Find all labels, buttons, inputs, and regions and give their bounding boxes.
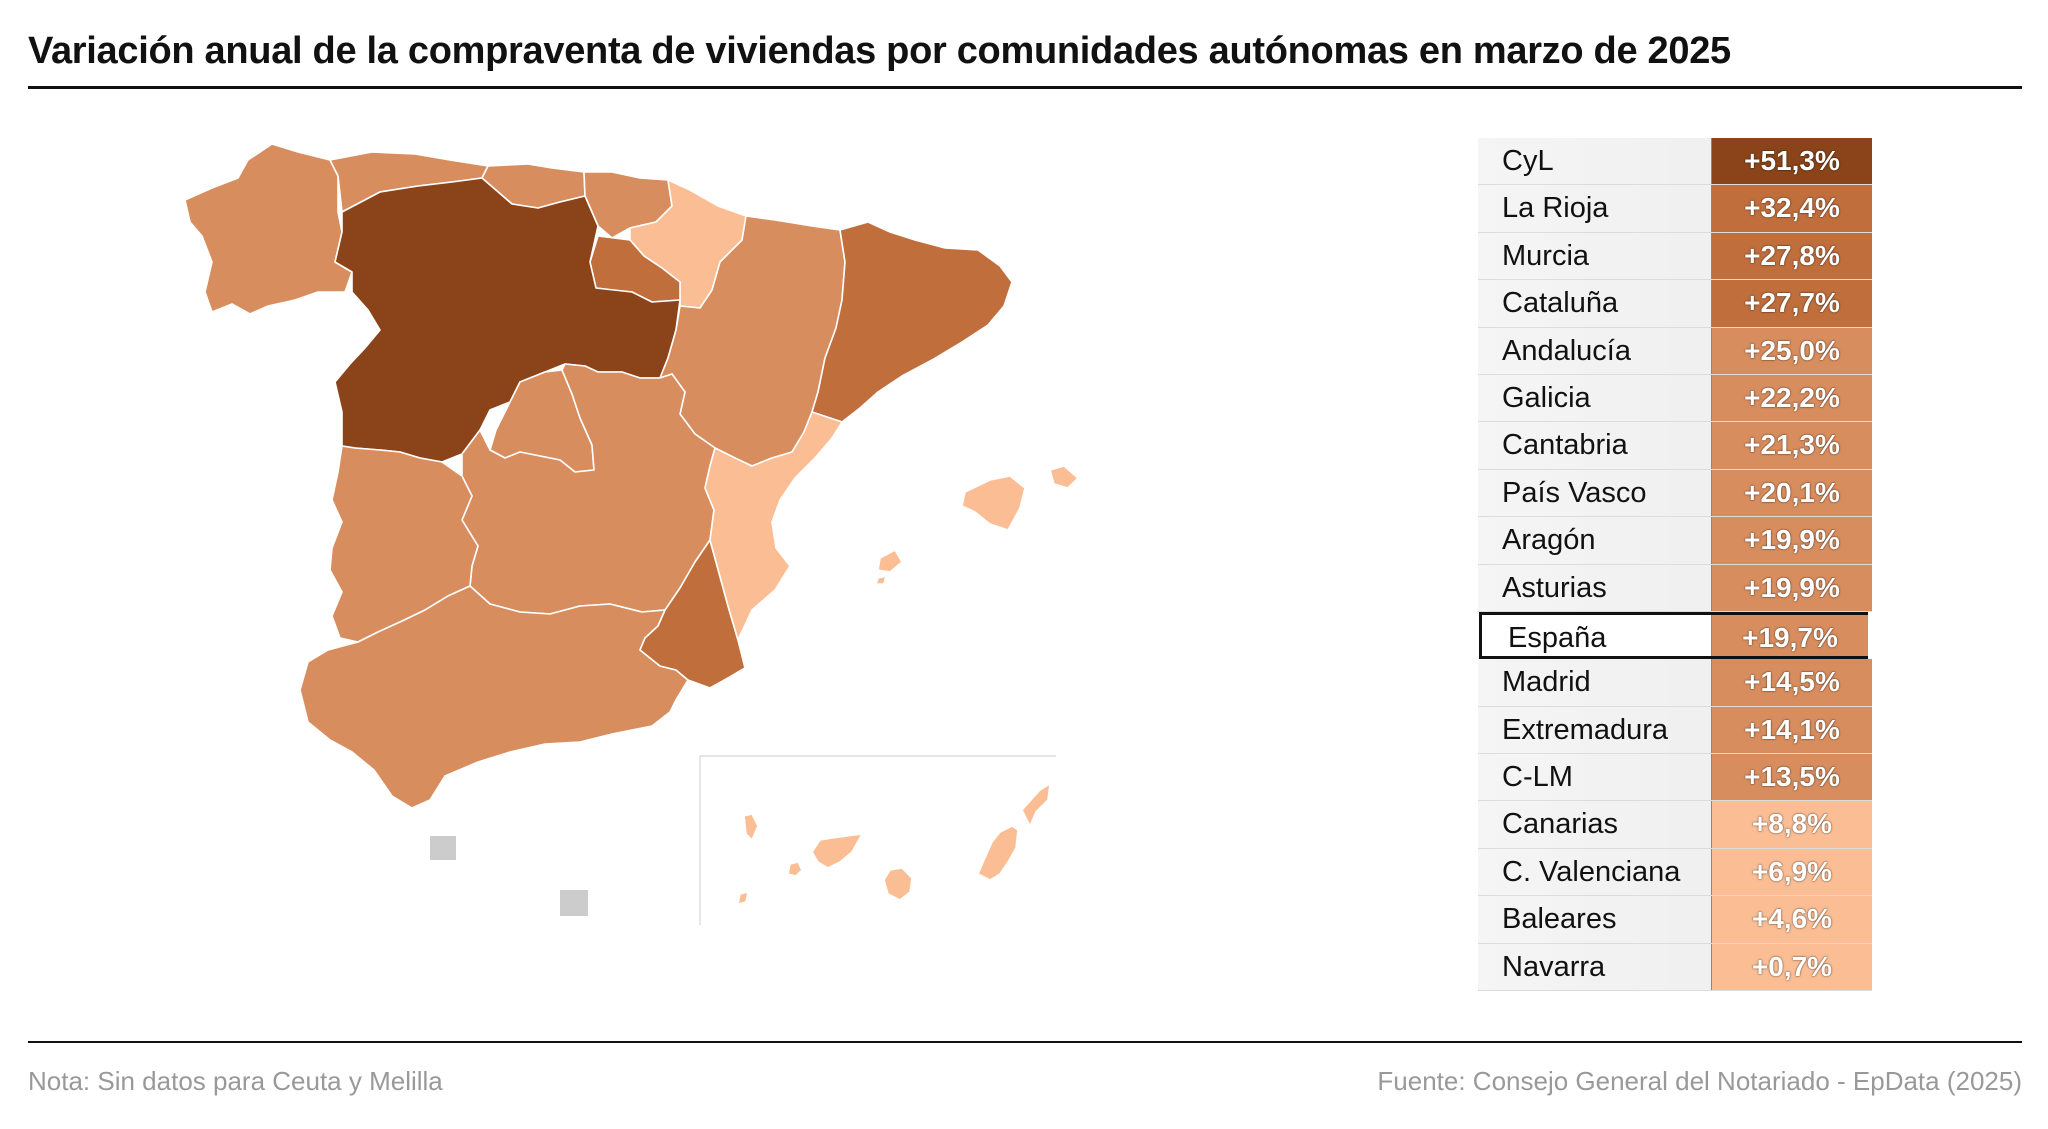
spain-choropleth-map bbox=[184, 143, 1079, 925]
ranking-row: Extremadura +14,1% bbox=[1478, 706, 1872, 755]
region-value: +25,0% bbox=[1711, 327, 1872, 374]
region-value: +14,1% bbox=[1711, 706, 1872, 754]
region-murcia bbox=[639, 539, 746, 689]
footer-divider bbox=[28, 1041, 2022, 1043]
region-name: La Rioja bbox=[1502, 192, 1609, 225]
ranking-row: Navarra +0,7% bbox=[1478, 943, 1872, 992]
region-value: +19,9% bbox=[1711, 517, 1872, 564]
region-value: +20,1% bbox=[1711, 469, 1872, 517]
region-name: País Vasco bbox=[1502, 476, 1647, 509]
ranking-row-spain: España +19,7% bbox=[1479, 611, 1868, 660]
ranking-row: Galicia +22,2% bbox=[1478, 374, 1872, 423]
region-value: +0,7% bbox=[1711, 943, 1872, 991]
region-value: +8,8% bbox=[1711, 801, 1872, 848]
region-value: +4,6% bbox=[1711, 896, 1872, 943]
ranking-row: País Vasco +20,1% bbox=[1478, 469, 1872, 518]
ranking-row: Canarias +8,8% bbox=[1478, 801, 1872, 849]
ranking-row: Cataluña +27,7% bbox=[1478, 280, 1872, 328]
region-name: C. Valenciana bbox=[1502, 855, 1681, 888]
region-name: Asturias bbox=[1502, 571, 1607, 604]
region-name: Baleares bbox=[1502, 903, 1617, 936]
canarias-inset-frame bbox=[699, 755, 1056, 925]
region-value: +27,7% bbox=[1711, 280, 1872, 327]
region-name: Andalucía bbox=[1502, 334, 1631, 367]
ranking-table: CyL +51,3% La Rioja +32,4% Murcia +27,8% Catal… bbox=[1478, 138, 1872, 992]
region-value: +6,9% bbox=[1711, 848, 1872, 896]
region-name: Canarias bbox=[1502, 808, 1619, 841]
ceuta-no-data bbox=[430, 836, 456, 860]
chart-title: Variación anual de la compraventa de viv… bbox=[28, 30, 1731, 72]
ranking-row: La Rioja +32,4% bbox=[1478, 185, 1872, 233]
region-name: Extremadura bbox=[1502, 713, 1669, 746]
region-baleares bbox=[875, 465, 1079, 585]
region-galicia bbox=[184, 143, 353, 315]
region-name: Aragón bbox=[1502, 524, 1596, 557]
ranking-row: C. Valenciana +6,9% bbox=[1478, 848, 1872, 897]
region-name: Murcia bbox=[1502, 239, 1590, 272]
ranking-row: Aragón +19,9% bbox=[1478, 517, 1872, 565]
region-name: C-LM bbox=[1502, 761, 1573, 794]
region-value: +32,4% bbox=[1711, 185, 1872, 232]
region-value: +19,7% bbox=[1711, 614, 1868, 657]
footer-source: Fuente: Consejo General del Notariado - … bbox=[1377, 1066, 2022, 1096]
region-value: +22,2% bbox=[1711, 374, 1872, 422]
ranking-row: Baleares +4,6% bbox=[1478, 896, 1872, 944]
region-comunidad-valenciana bbox=[704, 411, 843, 641]
region-name: España bbox=[1508, 621, 1607, 654]
region-value: +21,3% bbox=[1711, 422, 1872, 469]
region-name: Cantabria bbox=[1502, 429, 1628, 462]
region-andalucia bbox=[299, 585, 689, 809]
region-name: CyL bbox=[1502, 145, 1554, 177]
ranking-row: Asturias +19,9% bbox=[1478, 564, 1872, 612]
region-value: +19,9% bbox=[1711, 564, 1872, 611]
region-name: Madrid bbox=[1502, 666, 1591, 699]
ranking-row: Andalucía +25,0% bbox=[1478, 327, 1872, 375]
ranking-row: Madrid +14,5% bbox=[1478, 659, 1872, 707]
region-name: Galicia bbox=[1502, 381, 1591, 414]
melilla-no-data bbox=[560, 890, 588, 916]
region-name: Cataluña bbox=[1502, 287, 1619, 320]
region-value: +14,5% bbox=[1711, 659, 1872, 706]
region-canarias bbox=[737, 783, 1051, 905]
ranking-row: Cantabria +21,3% bbox=[1478, 422, 1872, 470]
ranking-row: CyL +51,3% bbox=[1478, 138, 1872, 186]
ranking-row: Murcia +27,8% bbox=[1478, 232, 1872, 281]
title-divider bbox=[28, 86, 2022, 89]
region-name: Navarra bbox=[1502, 950, 1606, 983]
footer-note: Nota: Sin datos para Ceuta y Melilla bbox=[28, 1066, 443, 1096]
region-value: +13,5% bbox=[1711, 754, 1872, 801]
region-value: +51,3% bbox=[1711, 138, 1872, 185]
region-cataluna bbox=[811, 221, 1013, 423]
region-value: +27,8% bbox=[1711, 232, 1872, 280]
ranking-row: C-LM +13,5% bbox=[1478, 754, 1872, 802]
region-castilla-y-leon bbox=[334, 177, 681, 463]
